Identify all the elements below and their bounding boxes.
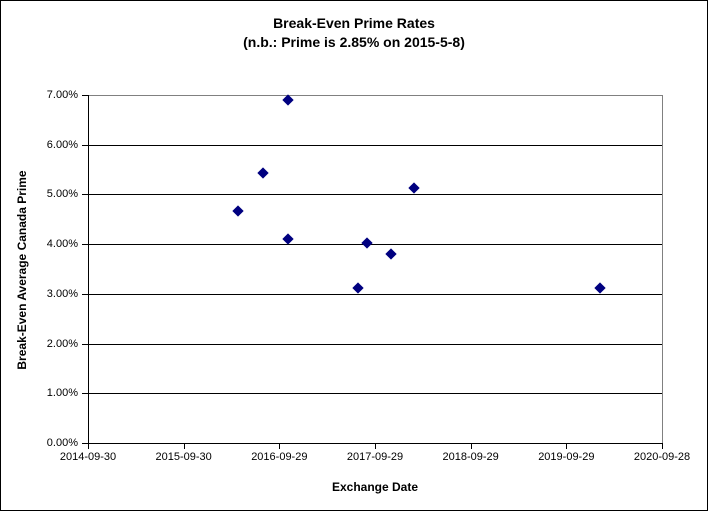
chart-title: Break-Even Prime Rates	[273, 15, 435, 31]
y-axis-tick	[82, 144, 88, 146]
data-point	[408, 182, 420, 195]
y-axis-tick	[82, 95, 88, 96]
x-tick-label: 2014-09-30	[59, 451, 117, 463]
y-gridline	[89, 194, 662, 196]
x-axis-tick	[375, 444, 376, 449]
data-point	[360, 237, 373, 249]
y-axis-title: Break-Even Average Canada Prime	[15, 170, 29, 370]
y-tick-label: 6.00%	[46, 138, 78, 151]
y-axis-tick	[82, 443, 88, 444]
x-axis-tick	[662, 444, 663, 449]
x-axis-tick	[470, 444, 472, 449]
x-tick-label: 2015-09-30	[155, 451, 212, 463]
data-point	[352, 282, 364, 294]
data-point	[232, 205, 244, 217]
x-tick-label: 2016-09-29	[251, 451, 308, 463]
y-tick-label: 3.00%	[46, 287, 78, 300]
data-point	[385, 247, 397, 260]
x-axis-tick	[88, 444, 89, 449]
x-axis-tick	[566, 444, 568, 449]
data-point	[282, 94, 294, 107]
y-tick-label: 4.00%	[46, 238, 78, 251]
plot-area: 0.00% 1.00% 2.00% 3.00% 4.00% 5.00% 6.00% 7.00%…	[47, 89, 690, 463]
y-tick-label: 1.00%	[46, 387, 78, 400]
y-gridline	[89, 244, 662, 246]
y-tick-label: 5.00%	[46, 188, 78, 201]
y-axis-tick	[82, 244, 88, 246]
y-axis-tick	[82, 194, 88, 196]
y-axis-tick	[82, 343, 88, 345]
x-tick-label: 2017-09-29	[346, 451, 404, 463]
y-tick-label: 2.00%	[46, 337, 78, 350]
y-gridline	[89, 144, 662, 146]
x-axis-title: Exchange Date	[331, 480, 419, 494]
plot-border-right	[662, 95, 663, 444]
x-tick-label: 2018-09-29	[442, 451, 499, 463]
y-tick-label: 0.00%	[46, 437, 78, 449]
x-axis-line	[88, 443, 663, 444]
data-point	[594, 282, 606, 294]
title-block: Break-Even Prime Rates (n.b.: Prime is 2…	[0, 14, 708, 52]
y-axis-line	[88, 95, 89, 444]
data-point	[282, 233, 294, 245]
y-gridline	[89, 293, 662, 295]
x-tick-label: 2020-09-28	[633, 451, 691, 463]
y-gridline	[89, 343, 662, 345]
y-gridline	[89, 393, 662, 395]
plot-border-top	[88, 95, 663, 96]
x-axis-tick	[279, 444, 281, 449]
y-axis-tick	[82, 393, 88, 395]
x-tick-label: 2019-09-29	[538, 451, 595, 463]
y-axis-tick	[82, 293, 88, 295]
chart-subtitle: (n.b.: Prime is 2.85% on 2015-5-8)	[243, 34, 465, 50]
x-axis-tick	[183, 444, 185, 449]
y-tick-label: 7.00%	[46, 89, 78, 101]
data-point	[257, 167, 270, 179]
